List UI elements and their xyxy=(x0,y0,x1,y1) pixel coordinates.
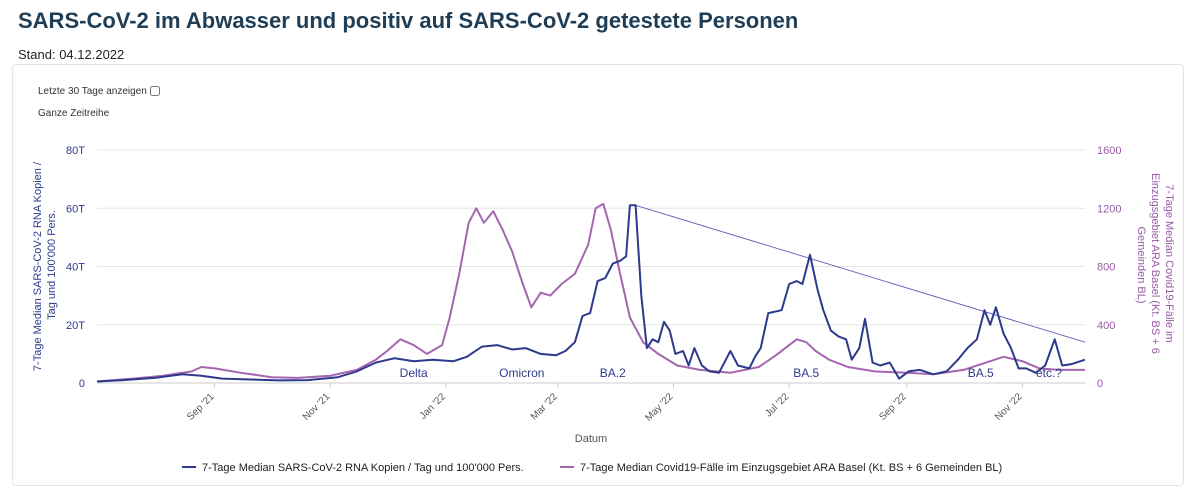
y-right-tick-label: 1200 xyxy=(1097,203,1121,215)
stand-date: Stand: 04.12.2022 xyxy=(18,47,125,62)
legend-label-cases: 7-Tage Median Covid19-Fälle im Einzugsge… xyxy=(580,462,1002,474)
series-line-rna xyxy=(96,204,1086,383)
y-right-tick-label: 400 xyxy=(1097,320,1115,332)
x-tick-label: May '22 xyxy=(643,391,676,424)
legend-item-rna[interactable]: 7-Tage Median SARS-CoV-2 RNA Kopien / Ta… xyxy=(182,462,524,474)
y-left-tick-label: 40T xyxy=(66,262,85,274)
y-right-axis-title: 7-Tage Median Covid19-Fälle im Einzugsge… xyxy=(1135,173,1175,357)
y-right-title-line1: 7-Tage Median Covid19-Fälle im xyxy=(1163,184,1175,342)
last30-checkbox[interactable] xyxy=(149,86,160,96)
y-left-tick-label: 80T xyxy=(66,145,85,157)
last30-toggle[interactable]: Letzte 30 Tage anzeigen xyxy=(38,84,160,98)
annotation-label: BA.2 xyxy=(600,366,626,380)
y-left-ticks: 0 20T 40T 60T 80T xyxy=(66,145,85,390)
x-tick-label: Sep '22 xyxy=(877,391,909,423)
page-title: SARS-CoV-2 im Abwasser und positiv auf S… xyxy=(18,8,799,33)
y-left-tick-label: 0 xyxy=(79,378,85,390)
annotations: Delta Omicron BA.2 BA.5 BA.5 etc.? xyxy=(400,366,1063,380)
x-ticks: Sep '21 Nov '21 Jan '22 Mar '22 May '22 Jul '… xyxy=(185,383,1025,424)
y-right-tick-label: 1600 xyxy=(1097,145,1121,157)
chart-card xyxy=(12,64,1184,486)
legend: 7-Tage Median SARS-CoV-2 RNA Kopien / Ta… xyxy=(182,462,1002,474)
x-tick-label: Mar '22 xyxy=(529,391,560,422)
y-left-title-line2: Tag und 100'000 Pers. xyxy=(46,210,58,320)
legend-item-cases[interactable]: 7-Tage Median Covid19-Fälle im Einzugsge… xyxy=(560,462,1002,474)
y-left-tick-label: 20T xyxy=(66,320,85,332)
y-left-title-line1: 7-Tage Median SARS-CoV-2 RNA Kopien / xyxy=(32,161,44,371)
x-tick-label: Jan '22 xyxy=(418,391,449,422)
grid-lines xyxy=(97,149,1085,384)
y-right-title-line3: Gemeinden BL) xyxy=(1135,226,1147,303)
y-right-tick-label: 0 xyxy=(1097,378,1103,390)
y-right-tick-label: 800 xyxy=(1097,262,1115,274)
annotation-label: etc.? xyxy=(1036,366,1062,380)
chart-controls: Letzte 30 Tage anzeigen xyxy=(38,84,160,98)
y-left-axis-title: 7-Tage Median SARS-CoV-2 RNA Kopien / Ta… xyxy=(32,159,58,371)
full-range-button[interactable]: Ganze Zeitreihe xyxy=(38,108,110,119)
y-right-title-line2: Einzugsgebiet ARA Basel (Kt. BS + 6 xyxy=(1149,173,1161,354)
series-lines xyxy=(96,202,1086,383)
legend-label-rna: 7-Tage Median SARS-CoV-2 RNA Kopien / Ta… xyxy=(202,462,524,474)
x-tick-label: Jul '22 xyxy=(763,391,791,419)
trend-line xyxy=(635,204,1086,343)
annotation-label: Delta xyxy=(400,366,428,380)
series-line-cases xyxy=(96,202,1085,383)
x-axis-title: Datum xyxy=(575,433,607,445)
y-left-tick-label: 60T xyxy=(66,203,85,215)
annotation-label: BA.5 xyxy=(793,366,819,380)
y-right-ticks: 0 400 800 1200 1600 xyxy=(1097,145,1121,390)
x-tick-label: Nov '22 xyxy=(993,391,1025,423)
x-tick-label: Nov '21 xyxy=(301,391,333,423)
x-tick-label: Sep '21 xyxy=(185,391,217,423)
annotation-label: BA.5 xyxy=(968,366,994,380)
annotation-label: Omicron xyxy=(499,366,544,380)
last30-label: Letzte 30 Tage anzeigen xyxy=(38,85,147,97)
